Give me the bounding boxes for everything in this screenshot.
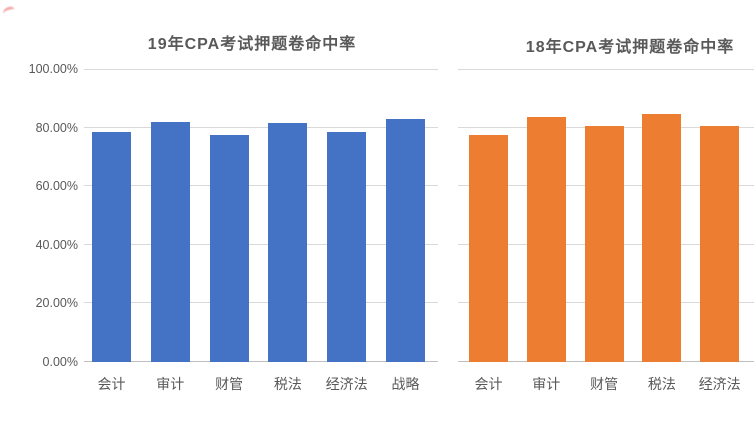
chart-19-x-tick-label-战略: 战略 — [391, 376, 420, 392]
chart-18-bar-财管 — [584, 126, 624, 362]
chart-19-gridline-80 — [84, 126, 438, 128]
chart-19-gridline-40 — [84, 243, 438, 245]
annotation-scribble-mark — [1, 5, 17, 19]
chart-18-bar-审计 — [526, 117, 566, 362]
chart-18-bar-经济法 — [700, 126, 740, 362]
chart-19-title: 19年CPA考试押题卷命中率 — [147, 36, 357, 53]
chart-19-plot-area — [84, 69, 438, 362]
chart-19-y-tick-label: 0.00% — [42, 355, 78, 369]
chart-19-y-tick-label: 80.00% — [35, 120, 78, 135]
chart-19-y-tick-label: 60.00% — [35, 179, 78, 194]
chart-19-gridline-0 — [84, 361, 438, 362]
chart-19-bar-审计 — [150, 121, 190, 362]
chart-19-gridline-20 — [84, 302, 438, 304]
chart-18-plot-area — [458, 69, 754, 362]
chart-18-gridline-100 — [458, 69, 754, 70]
chart-19-bar-税法 — [268, 123, 308, 362]
chart-19-bar-会计 — [92, 132, 131, 362]
chart-19-x-tick-label-经济法: 经济法 — [325, 376, 368, 392]
chart-18-bar-税法 — [642, 114, 682, 362]
chart-19-x-tick-label-审计: 审计 — [156, 376, 185, 392]
chart-18-x-tick-label-税法: 税法 — [647, 376, 676, 392]
chart-18-x-tick-label-经济法: 经济法 — [698, 376, 741, 392]
chart-18-bar-会计 — [469, 134, 508, 362]
chart-19-gridline-100 — [84, 69, 438, 70]
chart-19-bar-战略 — [386, 118, 425, 362]
chart-19-y-tick-label: 40.00% — [35, 237, 78, 252]
chart-18-x-tick-label-会计: 会计 — [474, 376, 503, 392]
chart-19-bar-财管 — [209, 134, 249, 362]
chart-19-y-tick-label: 20.00% — [35, 296, 78, 311]
chart-18-x-tick-label-财管: 财管 — [590, 376, 619, 392]
chart-18-title: 18年CPA考试押题卷命中率 — [525, 39, 735, 56]
chart-19-x-tick-label-财管: 财管 — [215, 376, 244, 392]
chart-19-gridline-60 — [84, 185, 438, 187]
chart-19-y-tick-label: 100.00% — [28, 62, 78, 76]
chart-19-x-tick-label-税法: 税法 — [273, 376, 302, 392]
chart-19-bar-经济法 — [327, 132, 367, 362]
chart-19-x-tick-label-会计: 会计 — [97, 376, 126, 392]
chart-18-x-tick-label-审计: 审计 — [532, 376, 561, 392]
